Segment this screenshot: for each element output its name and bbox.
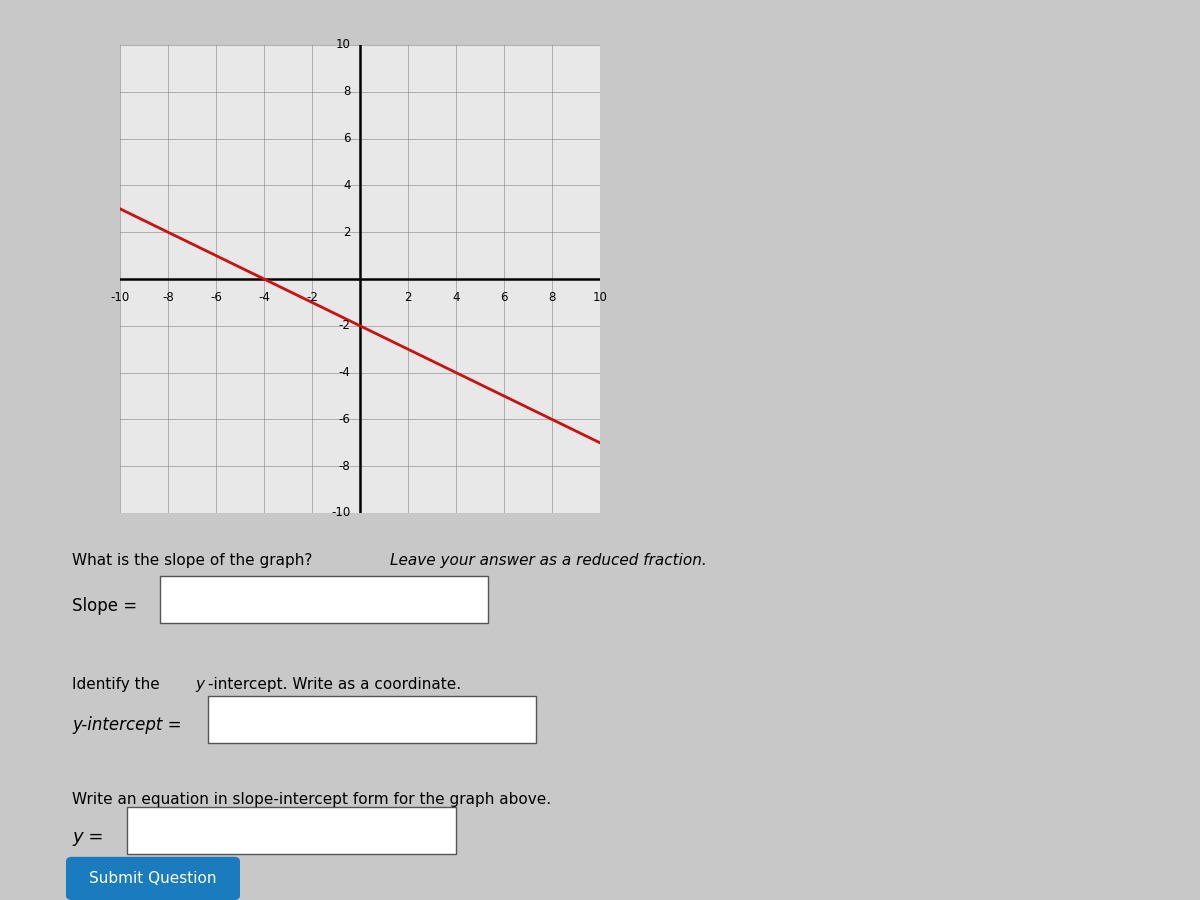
Text: Identify the: Identify the <box>72 677 164 692</box>
Text: -6: -6 <box>338 413 350 426</box>
Text: 2: 2 <box>343 226 350 239</box>
Text: -4: -4 <box>258 291 270 303</box>
Text: 10: 10 <box>336 39 350 51</box>
Text: Leave your answer as a reduced fraction.: Leave your answer as a reduced fraction. <box>390 554 707 569</box>
Text: 8: 8 <box>343 86 350 98</box>
Text: 8: 8 <box>548 291 556 303</box>
Text: y: y <box>196 677 204 692</box>
Text: What is the slope of the graph?: What is the slope of the graph? <box>72 554 317 569</box>
Text: y-intercept =: y-intercept = <box>72 716 181 734</box>
Text: -intercept. Write as a coordinate.: -intercept. Write as a coordinate. <box>208 677 461 692</box>
Text: -2: -2 <box>338 320 350 332</box>
Text: 6: 6 <box>343 132 350 145</box>
Text: -8: -8 <box>338 460 350 473</box>
Text: Write an equation in slope-intercept form for the graph above.: Write an equation in slope-intercept for… <box>72 792 551 807</box>
Text: -4: -4 <box>338 366 350 379</box>
Text: 4: 4 <box>452 291 460 303</box>
Text: y =: y = <box>72 828 103 846</box>
Text: 6: 6 <box>500 291 508 303</box>
Text: -10: -10 <box>331 507 350 519</box>
Text: -2: -2 <box>306 291 318 303</box>
Text: 2: 2 <box>404 291 412 303</box>
Text: Slope =: Slope = <box>72 597 137 615</box>
Text: 4: 4 <box>343 179 350 192</box>
Text: 10: 10 <box>593 291 607 303</box>
Text: -10: -10 <box>110 291 130 303</box>
Text: -8: -8 <box>162 291 174 303</box>
Text: Submit Question: Submit Question <box>89 871 217 886</box>
Text: -6: -6 <box>210 291 222 303</box>
